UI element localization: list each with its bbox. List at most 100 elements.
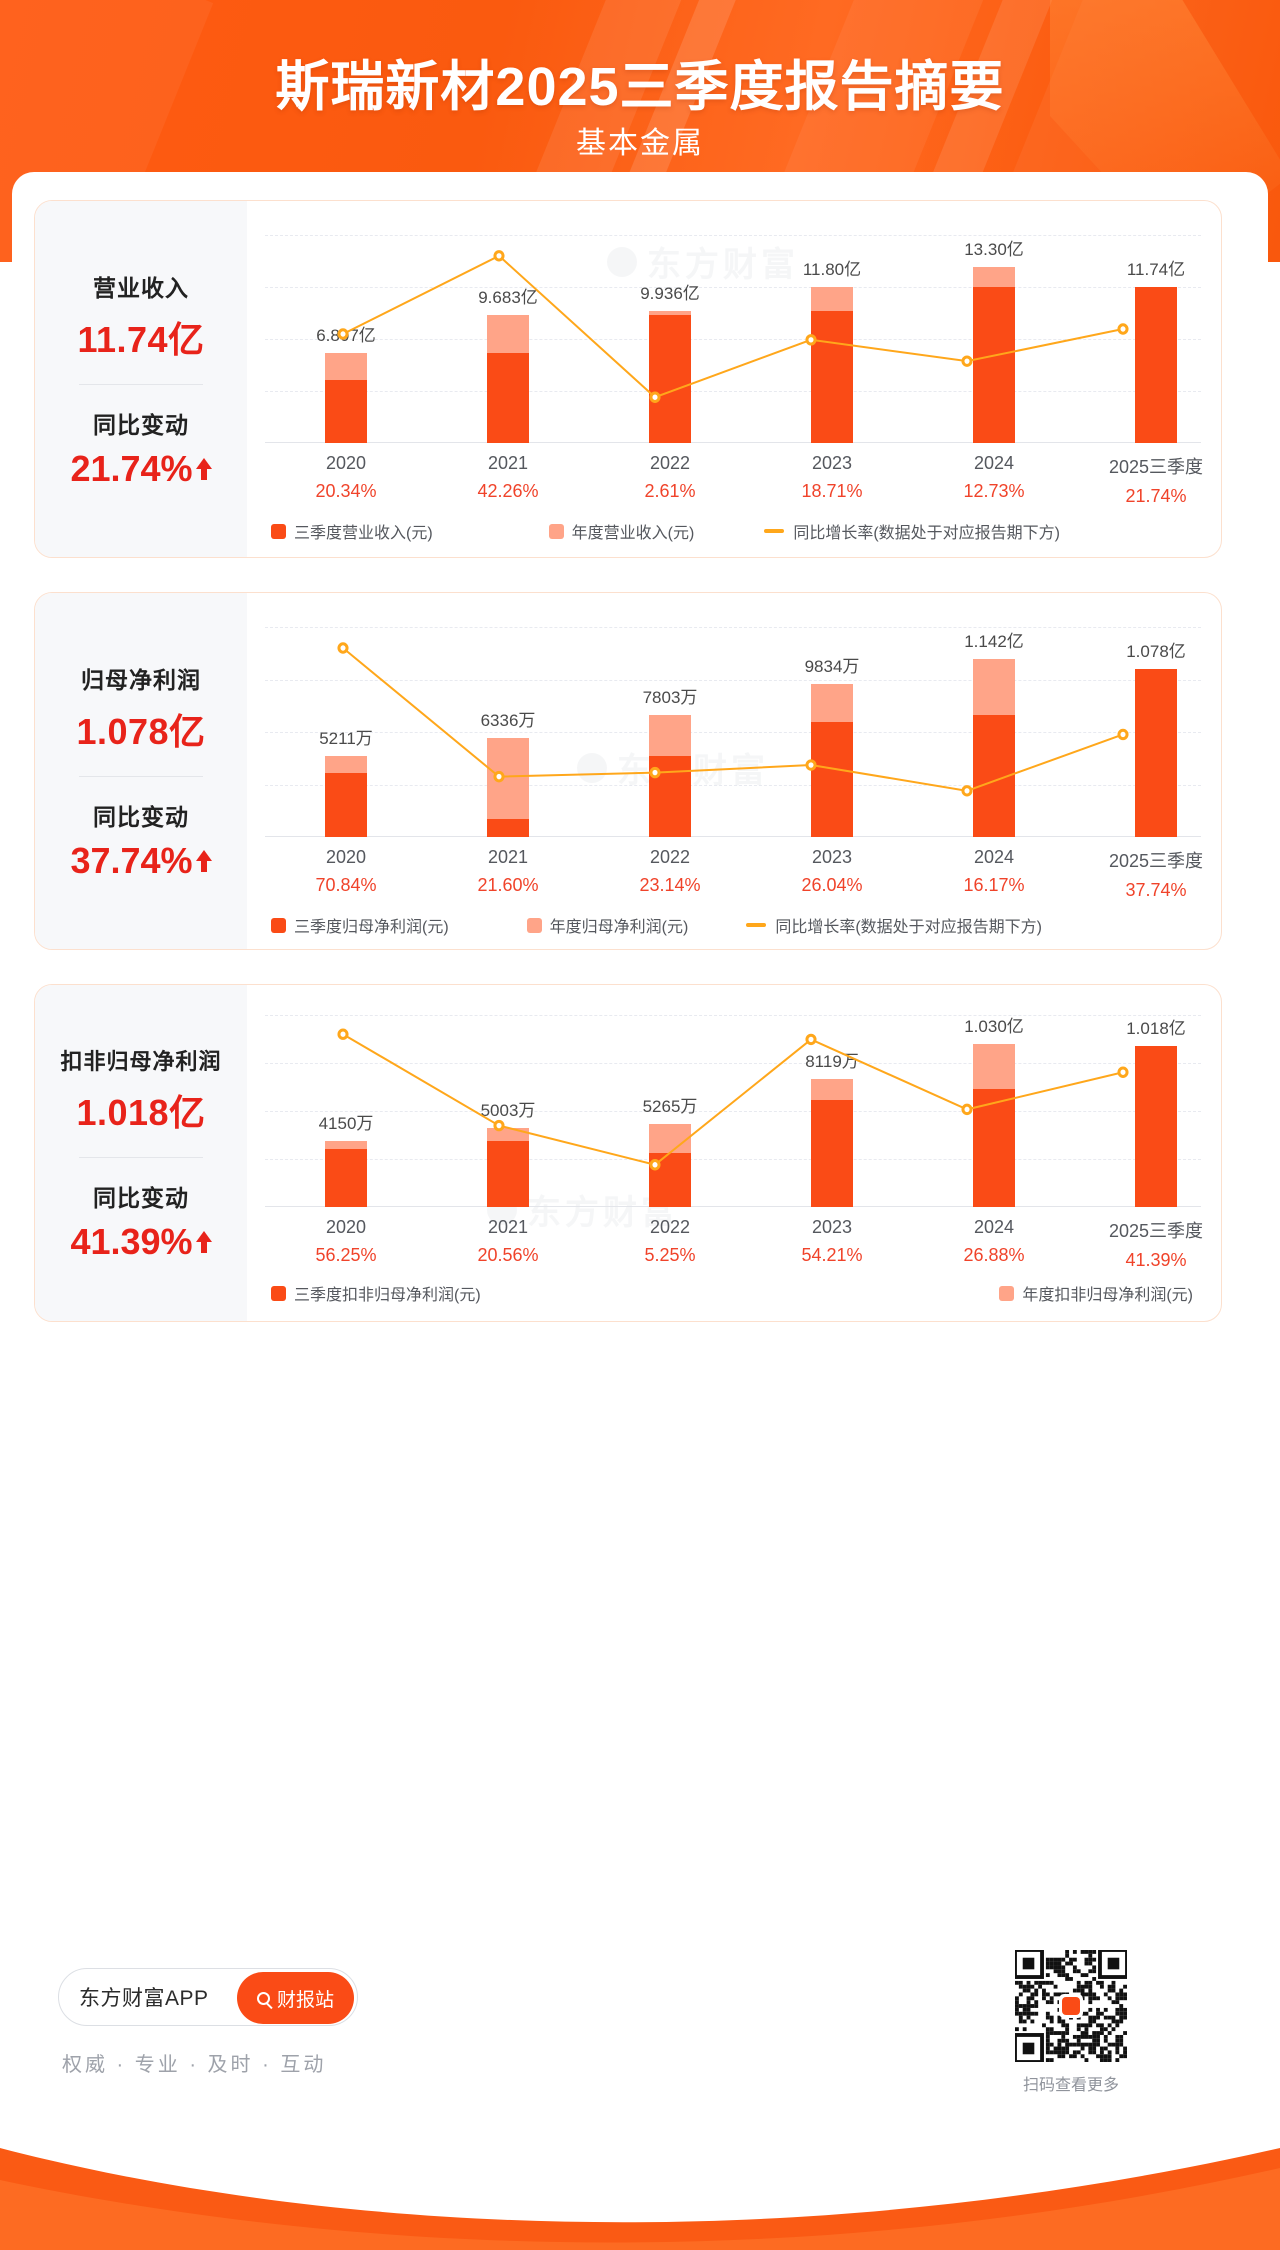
legend-swatch-icon [526, 917, 542, 933]
x-axis-period: 2025三季度 [1108, 457, 1204, 477]
legend-row: 三季度扣非归母净利润(元) 年度扣非归母净利润(元) [265, 1281, 1201, 1305]
kpi-change-number: 41.39% [70, 1220, 193, 1262]
legend-swatch-icon [999, 1285, 1015, 1301]
bar-value-label: 5265万 [642, 1096, 698, 1116]
wave-shape [0, 2148, 1280, 2250]
x-axis-growth-rate: 41.39% [1125, 1250, 1187, 1270]
gridline [265, 1111, 1201, 1112]
legend-label: 同比增长率(数据处于对应报告期下方) [775, 919, 1043, 936]
footer-wave-decor: 链接人与财富 · 为用户创造更多价值 [0, 2030, 1280, 2250]
gridline [265, 627, 1201, 628]
bar-group: 11.80亿 [777, 235, 887, 443]
chart-legend: 三季度扣非归母净利润(元) 年度扣非归母净利润(元) 同比增长率(数据处于对应报告期… [265, 1281, 1201, 1321]
bar-segment-q3 [1135, 669, 1177, 837]
legend-label: 年度扣非归母净利润(元) [1022, 1287, 1193, 1304]
legend-item[interactable]: 同比增长率(数据处于对应报告期下方) [746, 913, 1042, 937]
bar-segment-q3 [325, 773, 367, 837]
legend-label: 同比增长率(数据处于对应报告期下方) [300, 1316, 567, 1321]
bar-stack [487, 314, 529, 443]
bar-value-label: 5211万 [319, 728, 373, 748]
growth-point-marker [963, 357, 971, 365]
gridline [265, 339, 1201, 340]
x-axis-growth-rate: 26.88% [963, 1245, 1025, 1265]
footer-slogan: 链接人与财富 · 为用户创造更多价值 [463, 2191, 817, 2213]
x-axis-line [265, 442, 1201, 443]
kpi-panel: 归母净利润 1.078亿 同比变动 37.74% [35, 593, 247, 949]
bar-stack [1135, 1046, 1177, 1207]
kpi-change-value: 21.74% [70, 448, 212, 490]
bar-stack [811, 1078, 853, 1207]
report-section-card: 归母净利润 1.078亿 同比变动 37.74% 东方财富 5211万 6336万 7803万… [34, 592, 1222, 950]
legend-swatch-icon [271, 1285, 286, 1301]
bar-group: 8119万 [777, 1015, 887, 1207]
x-axis-period: 2023 [811, 847, 853, 867]
kpi-label: 营业收入 [93, 274, 189, 301]
x-axis-growth-rate: 21.60% [477, 875, 539, 895]
qr-code-block: 扫码查看更多 [1013, 1948, 1129, 2095]
bar-value-label: 9.683亿 [478, 287, 538, 307]
legend-swatch-icon [271, 523, 286, 539]
growth-point-marker [651, 768, 659, 776]
bar-segment-q3 [811, 311, 853, 443]
legend-item[interactable]: 同比增长率(数据处于对应报告期下方) [271, 1316, 567, 1321]
growth-point-marker [1119, 730, 1127, 738]
x-axis-period: 2021 [487, 847, 529, 867]
kpi-divider [79, 775, 203, 777]
x-axis-period: 2020 [325, 1217, 367, 1237]
bar-group: 9834万 [777, 627, 887, 837]
legend-item[interactable]: 三季度营业收入(元) [271, 519, 433, 543]
bar-segment-q3 [325, 380, 367, 443]
kpi-primary: 扣非归母净利润 1.018亿 [41, 1044, 241, 1136]
x-axis-period: 2024 [973, 1217, 1015, 1237]
plot-area: 4150万 5003万 5265万 8119万 1.030亿 1.018亿 [265, 1015, 1201, 1207]
bar-segment-q3 [811, 1099, 853, 1207]
kpi-label: 归母净利润 [81, 666, 201, 693]
growth-rate-line-chart [265, 627, 1201, 837]
caibaozhan-badge[interactable]: 财报站 [236, 1972, 354, 2024]
legend-item[interactable]: 三季度归母净利润(元) [271, 913, 449, 937]
legend-item[interactable]: 年度扣非归母净利润(元) [999, 1281, 1193, 1305]
x-axis-growth-rate: 21.74% [1125, 486, 1187, 506]
gridline [265, 287, 1201, 288]
bar-group: 5265万 [615, 1015, 725, 1207]
chart-panel: 东方财富6.807亿9.683亿9.936亿11.80亿13.30亿11.74亿… [247, 201, 1221, 557]
x-axis-growth-rate: 16.17% [963, 875, 1025, 895]
arrow-up-icon [195, 1230, 212, 1253]
x-axis-growth-rate: 23.14% [639, 875, 701, 895]
x-axis-tick: 2023 18.71% [767, 453, 897, 502]
bar-stack [973, 1044, 1015, 1207]
x-axis-period: 2020 [325, 847, 367, 867]
qr-code-svg [1013, 1948, 1129, 2064]
bar-group: 5003万 [453, 1015, 563, 1207]
legend-row: 同比增长率(数据处于对应报告期下方) [265, 1316, 1201, 1321]
x-axis-growth-rate: 20.34% [315, 481, 377, 501]
legend-item[interactable]: 年度营业收入(元) [548, 519, 695, 543]
kpi-divider [79, 383, 203, 385]
x-axis-period: 2020 [325, 453, 367, 473]
legend-item[interactable]: 同比增长率(数据处于对应报告期下方) [764, 519, 1060, 543]
bar-stack [811, 286, 853, 443]
gridline [265, 1015, 1201, 1016]
growth-point-marker [1119, 1068, 1127, 1076]
legend-item[interactable]: 年度归母净利润(元) [526, 913, 688, 937]
kpi-change-number: 37.74% [70, 839, 193, 881]
legend-label: 年度营业收入(元) [571, 525, 695, 542]
x-axis-tick: 2021 42.26% [443, 453, 573, 502]
x-axis-tick: 2021 20.56% [443, 1217, 573, 1266]
app-promo-pill[interactable]: 东方财富APP 财报站 [58, 1968, 358, 2026]
arrow-up-icon [195, 457, 212, 480]
x-axis-growth-rate: 26.04% [801, 875, 863, 895]
report-section-card: 扣非归母净利润 1.018亿 同比变动 41.39% 东方财富 4150万 5003万 526… [34, 984, 1222, 1322]
bar-value-label: 4150万 [318, 1114, 374, 1134]
bar-segment-q3 [973, 286, 1015, 443]
legend-line-icon [746, 923, 767, 927]
growth-rate-line-chart [265, 1015, 1201, 1207]
kpi-change: 同比变动 41.39% [41, 1179, 241, 1263]
plot-area: 5211万 6336万 7803万 9834万 1.142亿 1.078亿 [265, 627, 1201, 837]
x-axis-growth-rate: 54.21% [801, 1245, 863, 1265]
bar-value-label: 1.078亿 [1126, 642, 1186, 662]
report-section-card: 营业收入11.74亿同比变动21.74%东方财富6.807亿9.683亿9.93… [34, 200, 1222, 558]
chart-legend: 三季度归母净利润(元) 年度归母净利润(元) 同比增长率(数据处于对应报告期下方) [265, 913, 1201, 937]
bar-stack [1135, 669, 1177, 837]
legend-item[interactable]: 三季度扣非归母净利润(元) [271, 1281, 481, 1305]
